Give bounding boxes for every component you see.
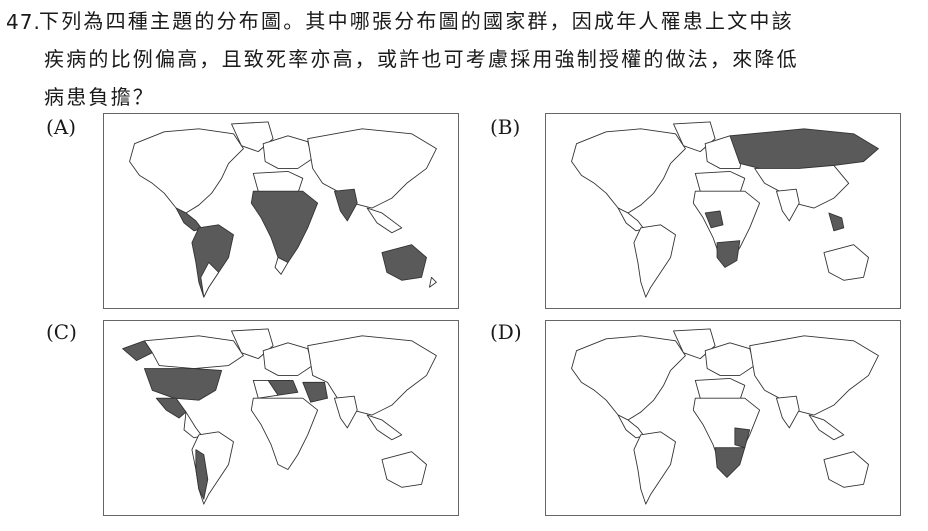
option-b-label: (B) xyxy=(490,115,521,139)
question-line-2: 疾病的比例偏高，且致死率亦高，或許也可考慮採用強制授權的做法，來降低 xyxy=(44,47,799,71)
landmasses-c xyxy=(122,328,437,505)
world-map-b xyxy=(571,121,879,298)
option-d-map xyxy=(545,320,901,516)
world-map-d xyxy=(571,328,879,505)
option-c-map xyxy=(103,320,459,516)
landmasses-b xyxy=(571,121,879,298)
world-map-c xyxy=(122,328,437,505)
question-number: 47. xyxy=(6,10,41,34)
question-line-1: 下列為四種主題的分布圖。其中哪張分布圖的國家群，因成年人罹患上文中該 xyxy=(39,9,794,33)
option-a-map xyxy=(103,113,459,309)
question-line-3: 病患負擔？ xyxy=(44,85,155,109)
world-map-a xyxy=(129,121,437,298)
option-b-map xyxy=(545,113,901,309)
option-d-label: (D) xyxy=(490,320,522,344)
option-c-label: (C) xyxy=(46,320,77,344)
landmasses-a xyxy=(129,121,437,298)
option-a-label: (A) xyxy=(46,115,77,139)
landmasses-d xyxy=(571,328,879,505)
